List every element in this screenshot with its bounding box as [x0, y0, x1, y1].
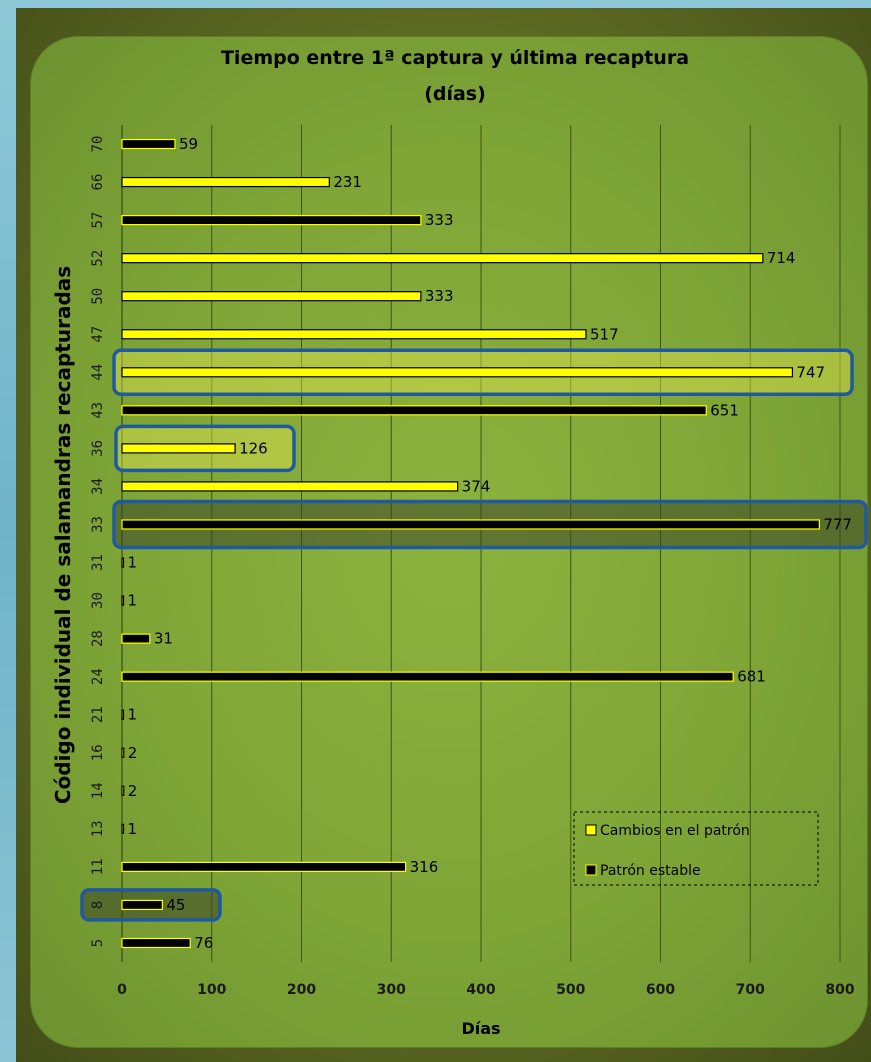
legend-swatch-cambios: [585, 824, 597, 836]
bar: [121, 633, 151, 644]
bar: [121, 557, 125, 568]
data-label: 1: [128, 554, 138, 572]
data-label: 1: [128, 820, 138, 838]
y-tick-label: 14: [90, 782, 106, 799]
y-tick-label: 16: [90, 744, 106, 761]
y-tick-label: 8: [90, 901, 106, 909]
data-label: 59: [179, 135, 198, 153]
legend-box: [573, 811, 819, 886]
y-tick-label: 43: [90, 402, 106, 419]
legend-label-estable: Patrón estable: [600, 863, 701, 879]
x-tick-label: 700: [736, 982, 765, 998]
chart-title: Tiempo entre 1ª captura y última recaptu…: [221, 47, 689, 69]
bar: [121, 215, 422, 226]
y-tick-label: 28: [90, 630, 106, 647]
left-strip: [0, 0, 16, 1062]
x-tick-label: 0: [117, 982, 127, 998]
data-label: 316: [410, 858, 439, 876]
data-label: 2: [128, 782, 138, 800]
legend-label-cambios: Cambios en el patrón: [600, 823, 750, 839]
y-axis-title: Código individual de salamandras recaptu…: [51, 266, 75, 804]
data-label: 1: [128, 706, 138, 724]
data-label: 777: [823, 515, 852, 533]
data-label: 76: [194, 934, 213, 952]
y-tick-label: 66: [90, 174, 106, 191]
tick-layer: 0 100 200 300 400 500 600 700 800581113141621242…: [90, 136, 855, 998]
x-tick-label: 300: [377, 982, 406, 998]
bar: [121, 899, 163, 911]
bar: [121, 709, 125, 720]
bar: [121, 861, 407, 872]
y-tick-label: 47: [90, 326, 106, 343]
x-tick-label: 600: [646, 982, 675, 998]
y-tick-label: 36: [90, 440, 106, 457]
x-tick-label: 100: [197, 982, 226, 998]
y-tick-label: 13: [90, 820, 106, 837]
bar: [121, 519, 820, 530]
bar: [121, 785, 125, 796]
bar: [121, 291, 422, 302]
data-label: 2: [128, 744, 138, 762]
top-strip: [0, 0, 871, 8]
y-tick-label: 70: [90, 136, 106, 153]
data-label: 714: [767, 249, 796, 267]
x-tick-label: 800: [825, 982, 854, 998]
data-label: 333: [425, 211, 454, 229]
y-tick-label: 21: [90, 706, 106, 723]
data-label: 1: [128, 592, 138, 610]
data-label: 517: [590, 325, 619, 343]
y-tick-label: 52: [90, 250, 106, 267]
label-layer: 76 45 316 1 2 2 1 681 31 1 1 777 374 126 651 747 517 333 7…: [128, 135, 852, 952]
legend-swatch-estable: [585, 864, 597, 876]
y-tick-label: 30: [90, 592, 106, 609]
bar: [121, 329, 587, 340]
y-tick-label: 44: [90, 364, 106, 381]
bar-layer: [121, 138, 820, 949]
data-label: 231: [333, 173, 362, 191]
y-tick-label: 31: [90, 554, 106, 571]
bar: [121, 671, 734, 682]
y-tick-label: 34: [90, 478, 106, 495]
data-label: 31: [154, 630, 173, 648]
y-tick-label: 50: [90, 288, 106, 305]
y-tick-label: 5: [90, 939, 106, 947]
data-label: 747: [796, 363, 825, 381]
y-tick-label: 11: [90, 858, 106, 875]
bar: [121, 481, 459, 492]
data-label: 374: [462, 477, 491, 495]
bar: [121, 747, 125, 758]
x-axis-title: Días: [461, 1019, 500, 1038]
bar: [121, 823, 125, 834]
legend: Cambios en el patrón Patrón estable: [573, 811, 819, 886]
data-label: 333: [425, 287, 454, 305]
x-tick-label: 500: [556, 982, 585, 998]
y-tick-label: 57: [90, 212, 106, 229]
x-tick-label: 400: [466, 982, 495, 998]
y-tick-label: 24: [90, 668, 106, 685]
y-tick-label: 33: [90, 516, 106, 533]
data-label: 45: [166, 896, 185, 914]
bar: [121, 367, 794, 378]
bar: [121, 405, 707, 416]
bar: [121, 138, 176, 150]
chart-subtitle: (días): [424, 83, 486, 105]
bar: [121, 176, 330, 188]
data-label: 681: [737, 668, 766, 686]
bar: [121, 253, 764, 264]
data-label: 651: [710, 401, 739, 419]
bar: [121, 937, 191, 949]
x-tick-label: 200: [287, 982, 316, 998]
bar: [121, 595, 125, 606]
bar: [121, 443, 236, 454]
data-label: 126: [239, 439, 268, 457]
